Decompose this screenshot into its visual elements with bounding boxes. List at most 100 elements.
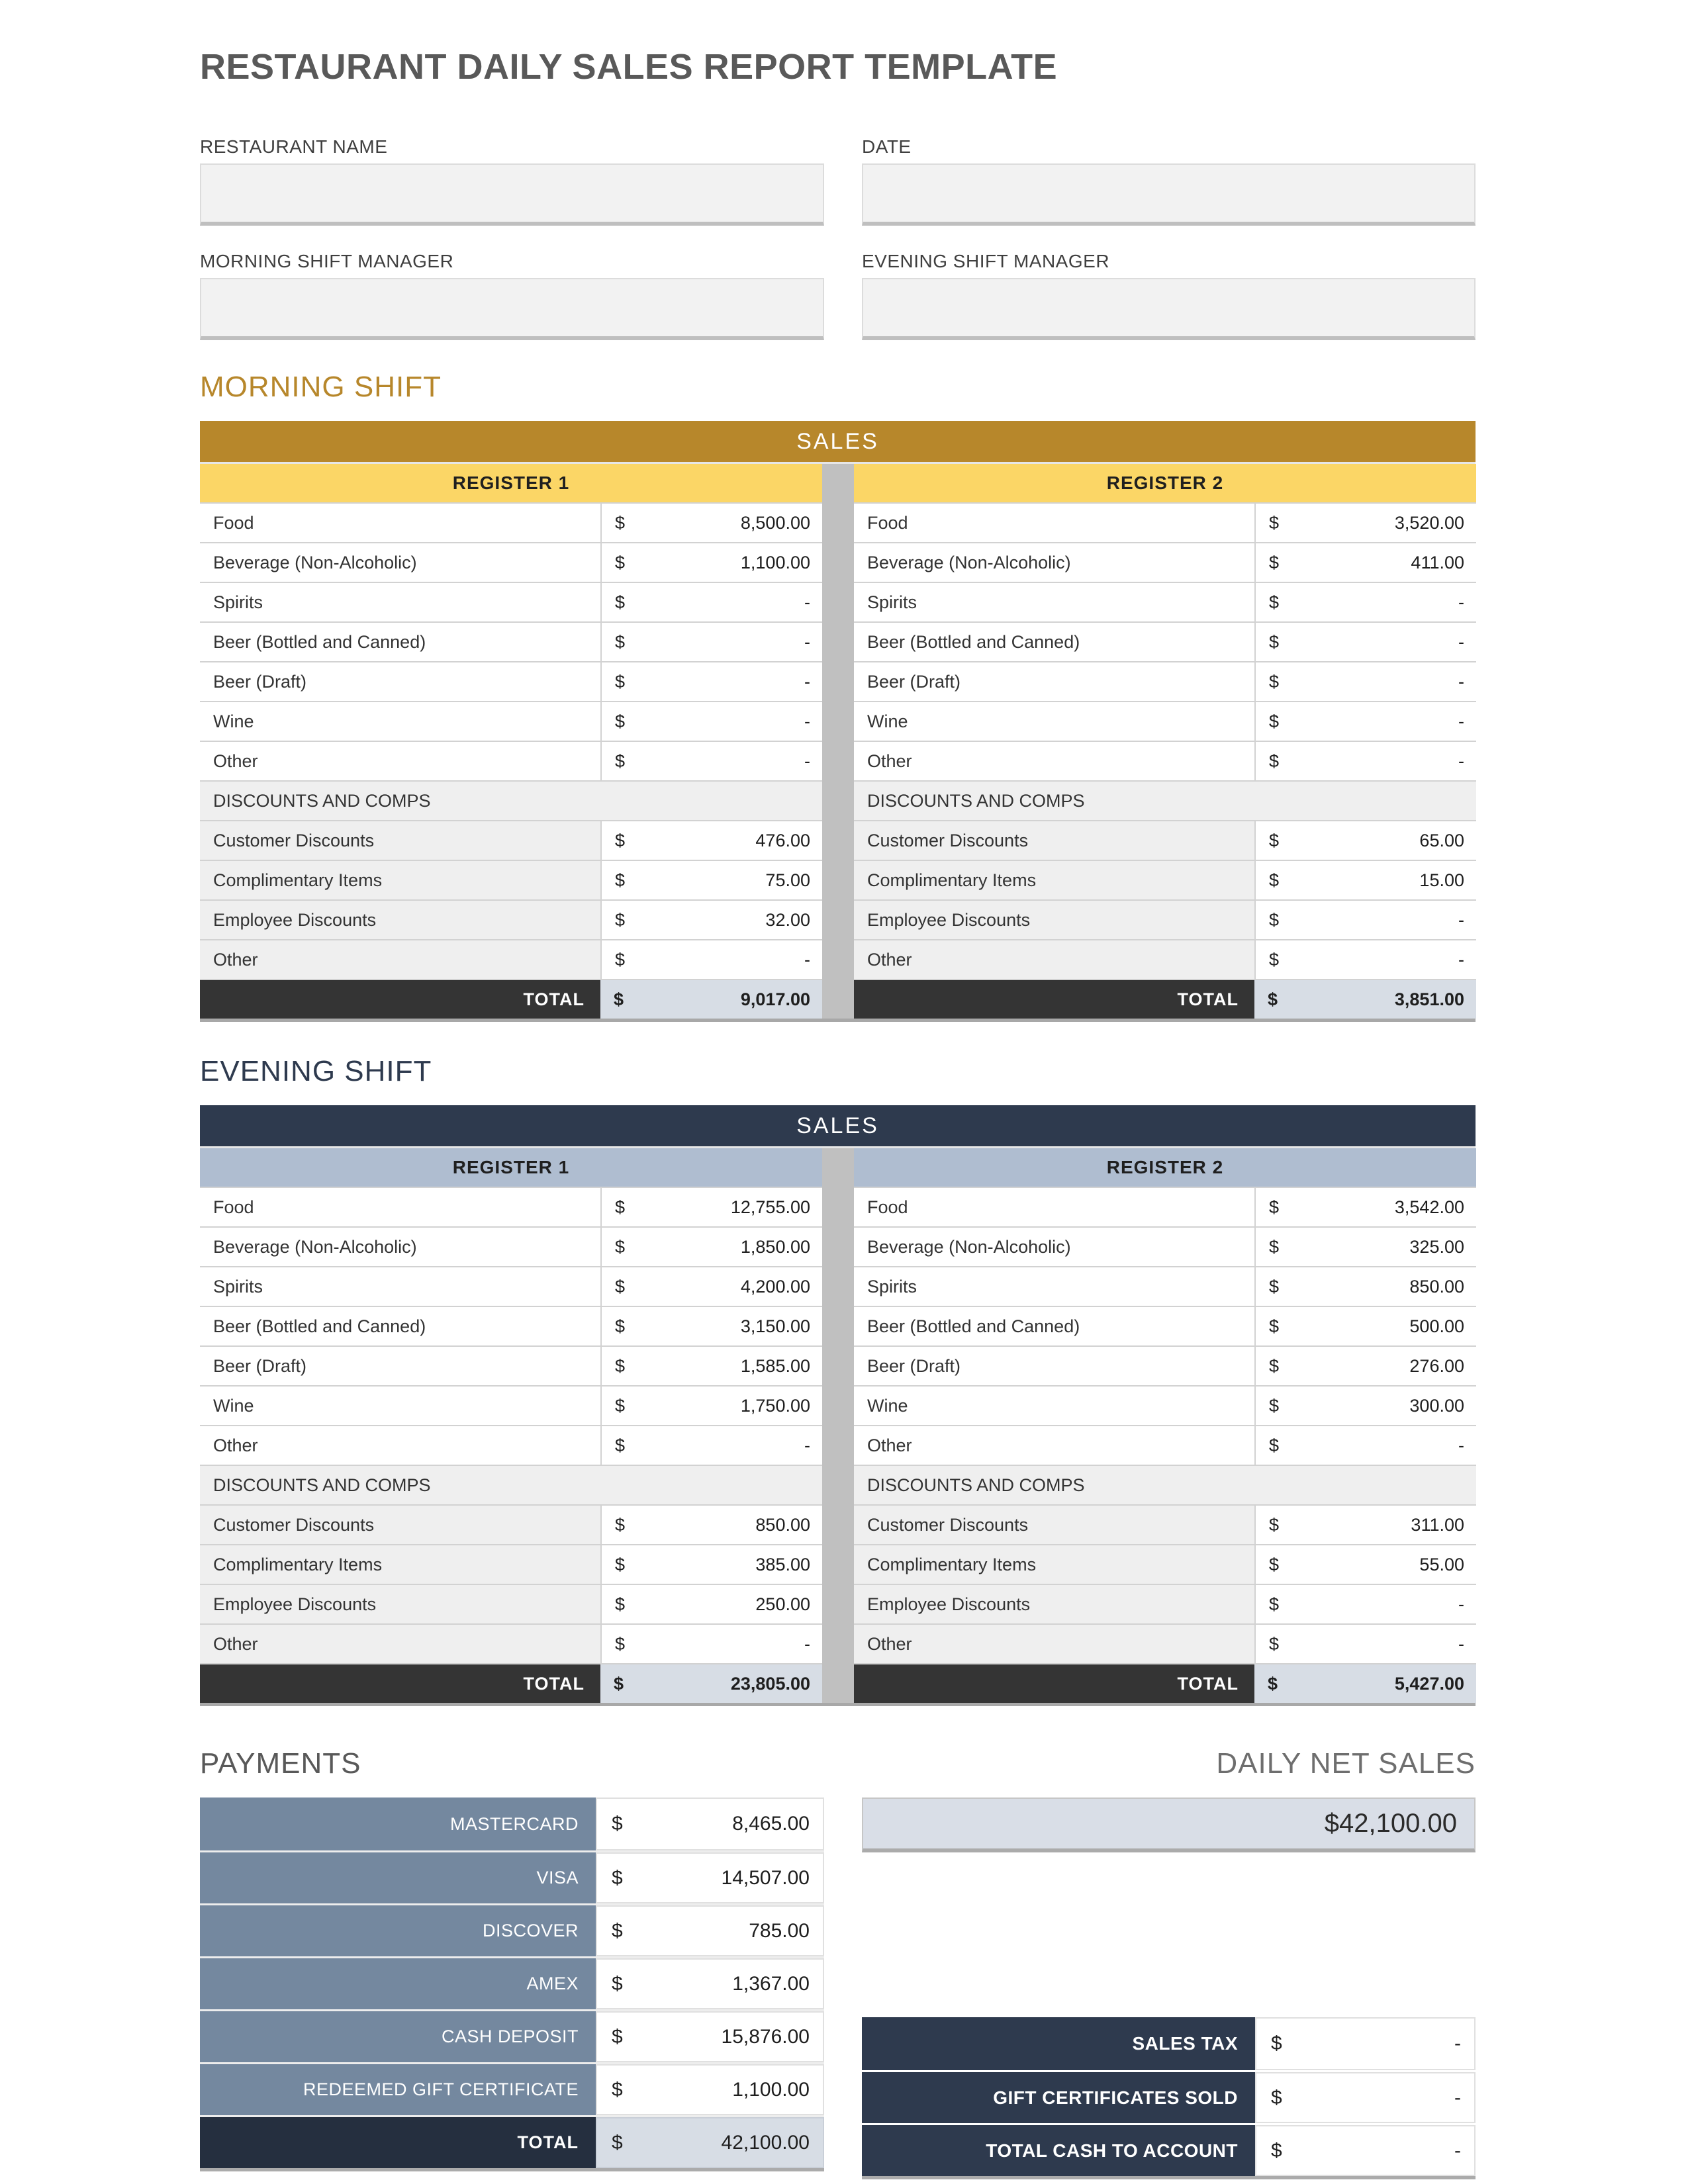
amount-cell[interactable]: $300.00 — [1254, 1387, 1476, 1425]
amount-cell[interactable]: $ - — [1254, 583, 1476, 621]
discount-row: Complimentary Items $55.00 — [854, 1544, 1476, 1584]
item-label: Customer Discounts — [854, 1506, 1254, 1544]
currency-symbol: $ — [615, 870, 626, 890]
amount-cell[interactable]: $ - — [1254, 1426, 1476, 1465]
morning-shift-manager-input[interactable] — [200, 278, 824, 340]
sales-item-row: Spirits $ - — [200, 582, 822, 621]
payments-total-label: TOTAL — [200, 2117, 596, 2168]
amount-cell[interactable]: $15.00 — [1254, 861, 1476, 899]
currency-symbol: $ — [612, 2131, 623, 2154]
amount-cell[interactable]: $1,585.00 — [600, 1347, 822, 1385]
amount-cell[interactable]: $ - — [1254, 901, 1476, 939]
amount-cell[interactable]: $ - — [1254, 742, 1476, 780]
currency-symbol: $ — [615, 751, 626, 771]
amount-cell[interactable]: $500.00 — [1254, 1307, 1476, 1345]
amount-cell[interactable]: $4,200.00 — [600, 1267, 822, 1306]
payment-amount-cell[interactable]: $1,367.00 — [596, 1958, 824, 2009]
payment-method-label: DISCOVER — [200, 1905, 596, 1956]
amount-cell[interactable]: $ - — [600, 1426, 822, 1465]
discount-row: Complimentary Items $15.00 — [854, 860, 1476, 899]
discounts-section-label: DISCOUNTS AND COMPS — [867, 1475, 1085, 1495]
payment-row: VISA $14,507.00 — [200, 1850, 824, 1903]
amount-cell[interactable]: $75.00 — [600, 861, 822, 899]
item-label: Customer Discounts — [200, 1506, 600, 1544]
item-label: Beer (Bottled and Canned) — [213, 631, 426, 652]
payment-row: DISCOVER $785.00 — [200, 1903, 824, 1956]
amount-cell[interactable]: $ - — [600, 583, 822, 621]
amount-cell[interactable]: $32.00 — [600, 901, 822, 939]
register-header: REGISTER 2 — [854, 1148, 1476, 1187]
amount-cell[interactable]: $3,520.00 — [1254, 504, 1476, 542]
total-amount-cell[interactable]: $9,017.00 — [600, 980, 822, 1019]
restaurant-name-input[interactable] — [200, 163, 824, 226]
amount-cell[interactable]: $1,750.00 — [600, 1387, 822, 1425]
item-label: Food — [213, 1197, 254, 1217]
date-input[interactable] — [862, 163, 1476, 226]
amount-cell[interactable]: $850.00 — [600, 1506, 822, 1544]
amount-cell[interactable]: $ - — [1254, 623, 1476, 661]
amount-value: - — [804, 1633, 810, 1654]
sales-item-row: Beer (Bottled and Canned) $500.00 — [854, 1306, 1476, 1345]
amount-cell[interactable]: $ - — [1254, 1625, 1476, 1663]
payment-amount-cell[interactable]: $14,507.00 — [596, 1852, 824, 1903]
discount-row: Other $ - — [200, 1623, 822, 1663]
amount-cell[interactable]: $1,850.00 — [600, 1228, 822, 1266]
amount-value: 3,150.00 — [740, 1316, 810, 1336]
amount-cell[interactable]: $8,500.00 — [600, 504, 822, 542]
amount-cell[interactable]: $411.00 — [1254, 543, 1476, 582]
amount-cell[interactable]: $ - — [1254, 702, 1476, 741]
payment-amount-cell[interactable]: $15,876.00 — [596, 2011, 824, 2062]
amount-cell[interactable]: $276.00 — [1254, 1347, 1476, 1385]
total-amount-cell[interactable]: $5,427.00 — [1254, 1664, 1476, 1703]
summary-amount-cell[interactable]: $ - — [1255, 2072, 1476, 2123]
total-amount-cell[interactable]: $3,851.00 — [1254, 980, 1476, 1019]
amount-cell[interactable]: $3,150.00 — [600, 1307, 822, 1345]
total-amount-cell[interactable]: $23,805.00 — [600, 1664, 822, 1703]
discounts-section-row: DISCOUNTS AND COMPS — [854, 1465, 1476, 1504]
payment-amount-cell[interactable]: $785.00 — [596, 1905, 824, 1956]
amount-cell[interactable]: $250.00 — [600, 1585, 822, 1623]
summary-table: SALES TAX $ - GIFT CERTIFICATES SOLD $ - TOTAL… — [862, 2017, 1476, 2179]
amount-cell[interactable]: $ - — [600, 623, 822, 661]
discounts-section-row: DISCOUNTS AND COMPS — [200, 780, 822, 820]
amount-cell[interactable]: $ - — [600, 702, 822, 741]
item-label: Food — [867, 512, 908, 533]
amount-cell[interactable]: $1,100.00 — [600, 543, 822, 582]
payment-row: MASTERCARD $8,465.00 — [200, 1797, 824, 1850]
amount-cell[interactable]: $ - — [1254, 940, 1476, 979]
payment-amount-cell[interactable]: $1,100.00 — [596, 2064, 824, 2115]
payment-amount-cell[interactable]: $8,465.00 — [596, 1797, 824, 1850]
evening-shift-manager-input[interactable] — [862, 278, 1476, 340]
amount-cell[interactable]: $12,755.00 — [600, 1188, 822, 1226]
amount-cell[interactable]: $ - — [600, 940, 822, 979]
amount-cell[interactable]: $476.00 — [600, 821, 822, 860]
amount-cell[interactable]: $850.00 — [1254, 1267, 1476, 1306]
amount-cell[interactable]: $385.00 — [600, 1545, 822, 1584]
summary-amount-cell[interactable]: $ - — [1255, 2125, 1476, 2176]
sales-item-row: Beer (Draft) $276.00 — [854, 1345, 1476, 1385]
amount-cell[interactable]: $311.00 — [1254, 1506, 1476, 1544]
amount-cell[interactable]: $65.00 — [1254, 821, 1476, 860]
amount-cell[interactable]: $ - — [1254, 662, 1476, 701]
amount-value: 1,585.00 — [740, 1355, 810, 1376]
amount-cell[interactable]: $ - — [600, 1625, 822, 1663]
currency-symbol: $ — [1269, 1355, 1280, 1376]
amount-cell[interactable]: $ - — [600, 742, 822, 780]
amount-cell[interactable]: $325.00 — [1254, 1228, 1476, 1266]
item-label: Other — [854, 940, 1254, 979]
sales-item-row: Food $3,542.00 — [854, 1187, 1476, 1226]
amount-cell[interactable]: $55.00 — [1254, 1545, 1476, 1584]
amount-cell[interactable]: $ - — [1254, 1585, 1476, 1623]
amount-value: - — [1458, 1594, 1464, 1614]
summary-amount-cell[interactable]: $ - — [1255, 2017, 1476, 2070]
item-label: Other — [213, 1435, 258, 1455]
daily-net-sales-value[interactable]: $42,100.00 — [862, 1797, 1476, 1852]
amount-cell[interactable]: $3,542.00 — [1254, 1188, 1476, 1226]
payments-total-amount-cell[interactable]: $42,100.00 — [596, 2117, 824, 2168]
payment-method-label: AMEX — [200, 1958, 596, 2009]
amount-cell[interactable]: $ - — [600, 662, 822, 701]
evening-sales-table: SALES REGISTER 1 Food $12,755.00 Beverage (… — [200, 1105, 1476, 1706]
discount-row: Customer Discounts $850.00 — [200, 1504, 822, 1544]
item-label: Other — [854, 1625, 1254, 1663]
